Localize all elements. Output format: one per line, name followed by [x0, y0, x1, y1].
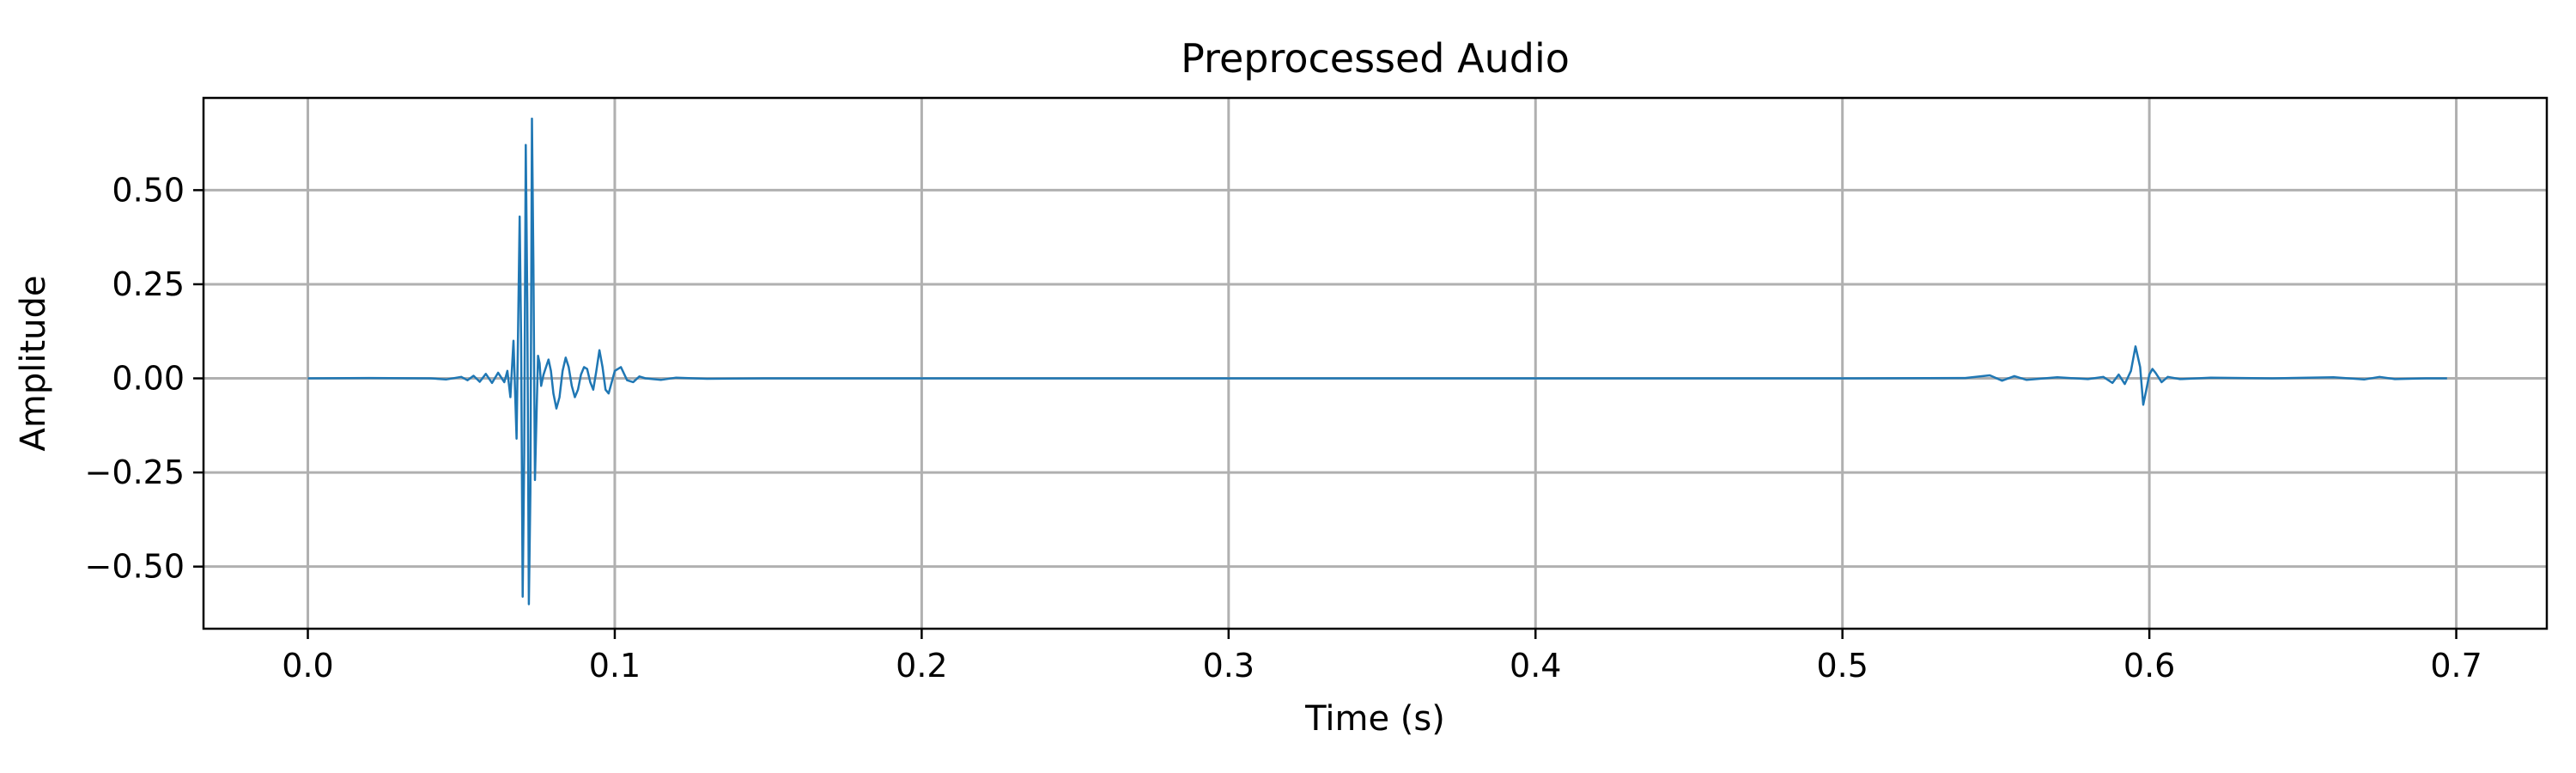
x-tick-label: 0.3	[1203, 647, 1255, 685]
chart-title: Preprocessed Audio	[1181, 35, 1570, 82]
x-tick-label: 0.5	[1816, 647, 1868, 685]
tick-layer: 0.0 0.1 0.2 0.3 0.4 0.5 0.6 0.7 −0.50 −0.25 0.00 0.…	[85, 171, 2482, 685]
line-layer	[307, 117, 2447, 606]
y-tick-label: 0.50	[112, 171, 185, 209]
y-tick-label: 0.00	[112, 360, 185, 398]
y-axis-title: Amplitude	[14, 276, 53, 452]
x-tick-label: 0.4	[1510, 647, 1561, 685]
x-tick-label: 0.1	[589, 647, 641, 685]
x-tick-label: 0.0	[282, 647, 333, 685]
series-line-0	[307, 117, 2447, 606]
x-tick-label: 0.7	[2430, 647, 2482, 685]
x-axis-title: Time (s)	[1304, 699, 1445, 739]
plot-frame	[202, 96, 2549, 630]
y-tick-label: −0.25	[85, 453, 185, 491]
x-tick-label: 0.6	[2123, 647, 2175, 685]
y-tick-label: −0.50	[85, 548, 185, 586]
x-tick-label: 0.2	[896, 647, 947, 685]
y-tick-label: 0.25	[112, 265, 185, 303]
